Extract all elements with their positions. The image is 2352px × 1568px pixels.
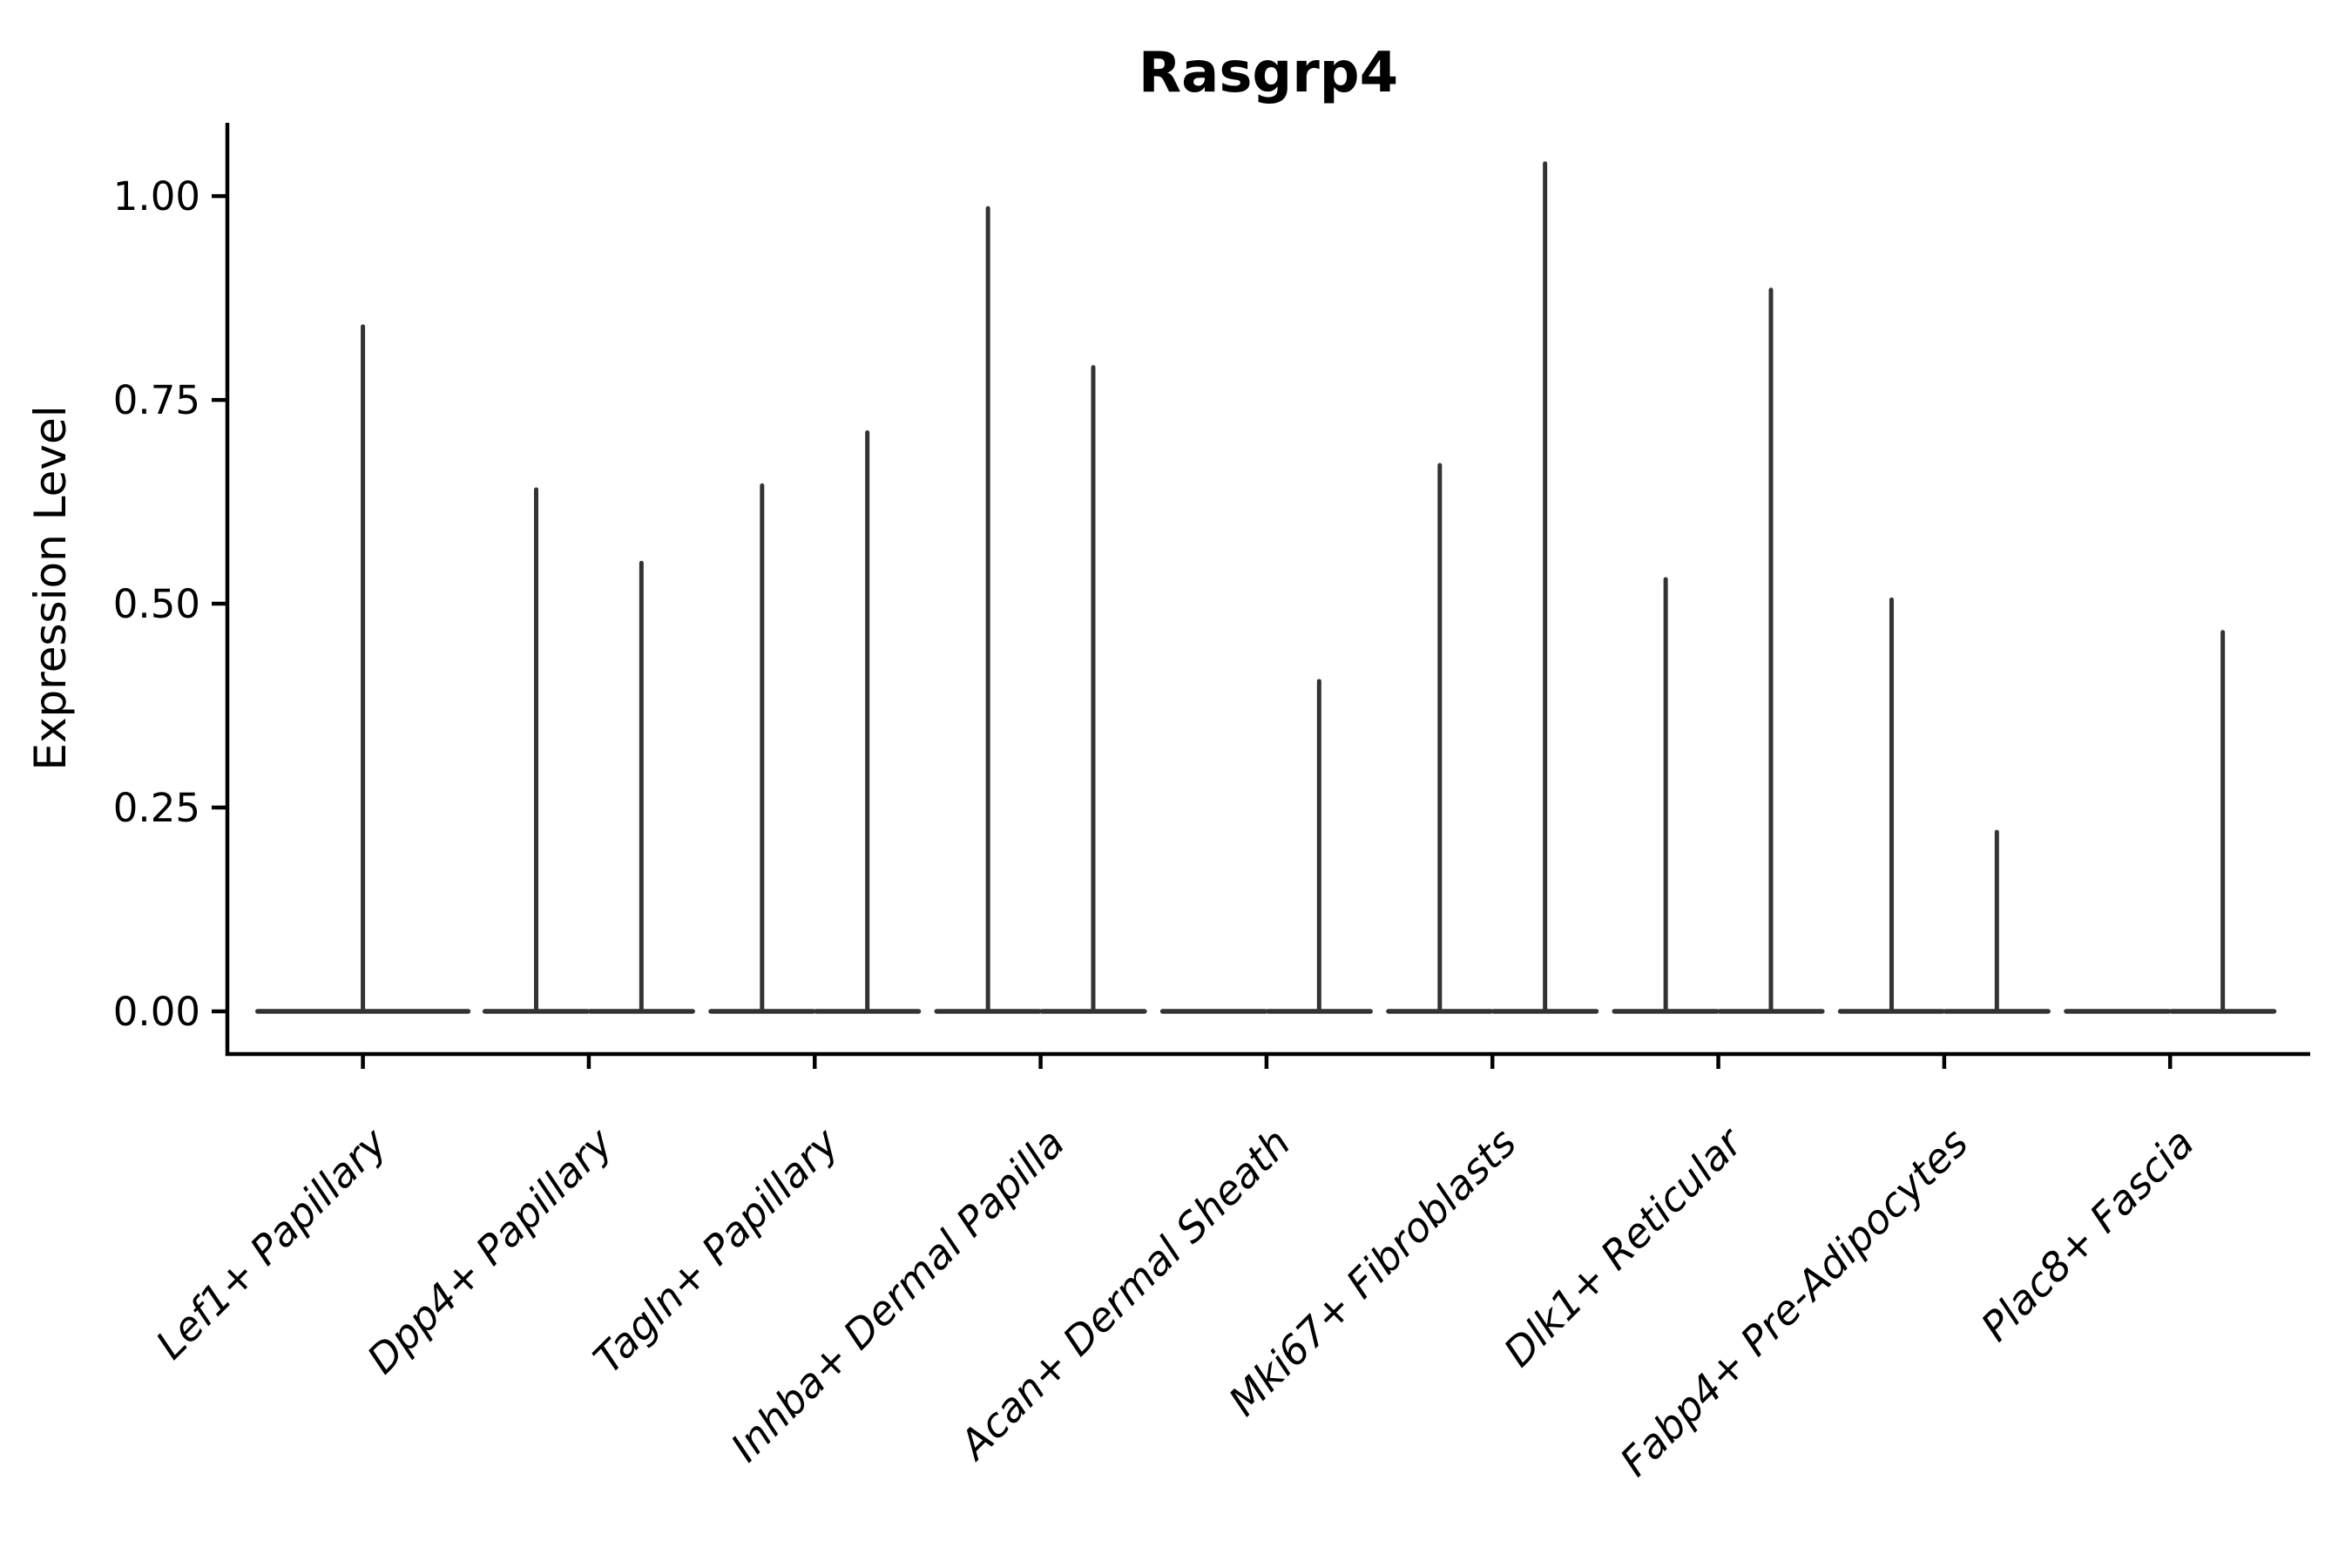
y-tick-label: 0.75 [113, 377, 200, 423]
y-axis-label: Expression Level [25, 405, 76, 770]
violins [254, 161, 2277, 1014]
axis-spines [225, 123, 2310, 1057]
y-tick-label: 0.50 [113, 581, 200, 627]
x-tick-label: Dpp4+ Papillary [358, 1119, 622, 1382]
x-tick-label: Tagln+ Papillary [585, 1119, 848, 1382]
x-tick-label: Plac8+ Fascia [1972, 1119, 2203, 1350]
axes [225, 123, 2310, 1057]
y-tick-label: 1.00 [113, 173, 200, 220]
y-axis-ticks: 0.00 0.25 0.50 0.75 1.00 [113, 173, 227, 1035]
y-tick-label: 0.00 [113, 989, 200, 1035]
chart-title: Rasgrp4 [1139, 41, 1398, 105]
x-tick-label: Lef1+ Papillary [146, 1119, 395, 1368]
x-tick-label: Dlk1+ Reticular [1495, 1117, 1754, 1375]
y-tick-label: 0.25 [113, 785, 200, 831]
